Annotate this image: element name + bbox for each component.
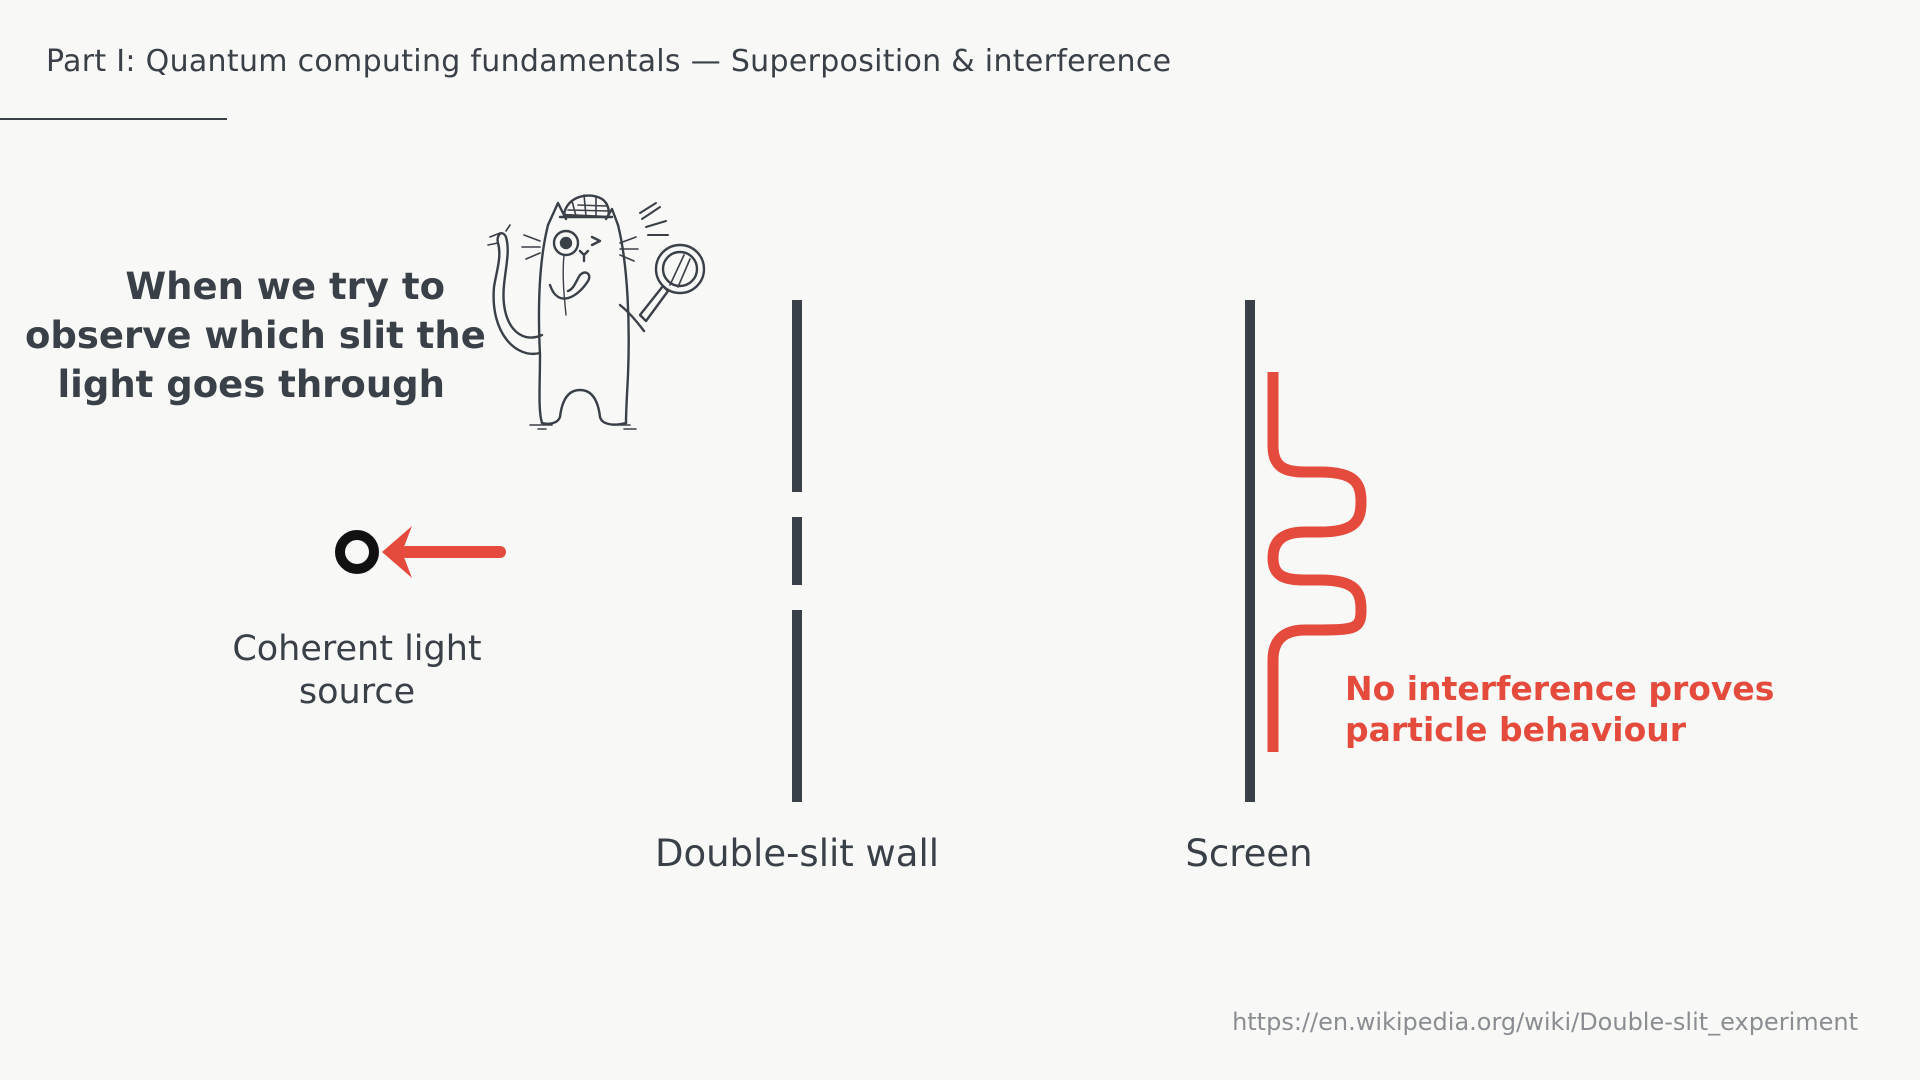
light-source-label-line-1: Coherent light: [232, 629, 482, 669]
particle-note-line-2: particle behaviour: [1345, 710, 1687, 749]
particle-note-line-1: No interference proves: [1345, 669, 1775, 708]
page-title: Part I: Quantum computing fundamentals —…: [46, 44, 1172, 79]
magnifying-glass-icon: [638, 243, 706, 323]
observe-note-line-2: observe which slit the: [25, 314, 486, 357]
screen-label: Screen: [1185, 832, 1313, 875]
observe-note-line-3: light goes through: [57, 363, 445, 406]
arrow-left-icon: [382, 526, 506, 578]
observe-note-line-1: When we try to: [125, 265, 445, 308]
light-source-label: Coherent light source: [207, 628, 507, 714]
source-link[interactable]: https://en.wikipedia.org/wiki/Double-sli…: [1232, 1008, 1858, 1036]
title-underline: [0, 118, 227, 120]
double-slit-wall-label: Double-slit wall: [654, 832, 940, 875]
observe-note: When we try to observe which slit the li…: [25, 262, 486, 409]
particle-behaviour-note: No interference proves particle behaviou…: [1345, 668, 1774, 750]
light-source-label-line-2: source: [298, 672, 416, 712]
light-source-icon: [335, 530, 379, 574]
particle-pattern-curve: [1267, 372, 1367, 752]
detective-cat-illustration: [487, 194, 706, 430]
